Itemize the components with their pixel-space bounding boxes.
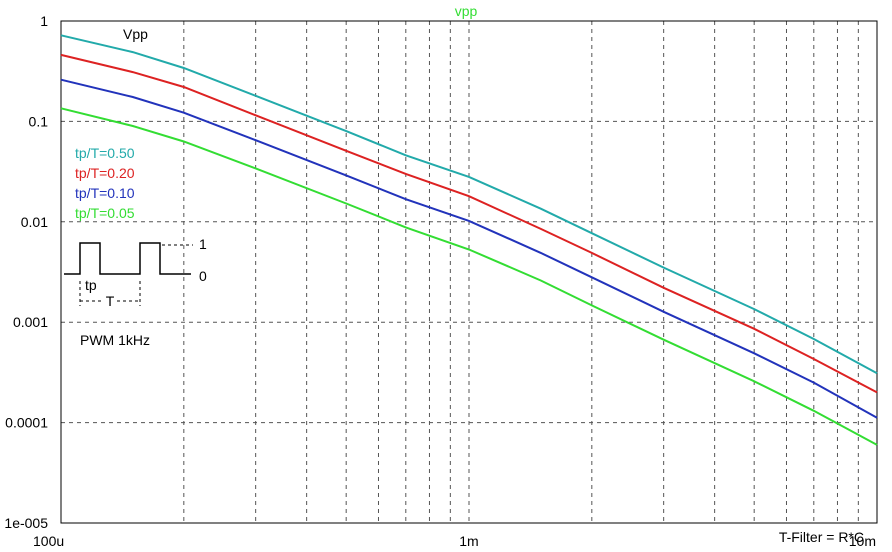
x-axis-label: T-Filter = R*C (779, 529, 864, 545)
tick-labels: 100u 1m 10m 1 0.1 0.01 0.001 0.0001 1e-005 (4, 13, 876, 549)
pulse-low-label: 0 (199, 268, 207, 284)
y-tick-label: 0.1 (29, 113, 49, 129)
pulse-high-label: 1 (199, 236, 207, 252)
y-tick-label: 0.01 (21, 214, 48, 230)
series-lines (60, 34, 878, 446)
series-line (60, 78, 878, 419)
y-tick-label: 1e-005 (4, 515, 48, 531)
series-line (60, 34, 878, 375)
pwm-frequency-label: PWM 1kHz (80, 332, 150, 348)
x-tick-label: 10m (849, 533, 876, 549)
pulse-width-label: tp (85, 277, 97, 293)
y-tick-label: 0.001 (13, 314, 48, 330)
chart-title: vpp (455, 3, 478, 19)
series-line (60, 53, 878, 394)
y-tick-label: 1 (40, 13, 48, 29)
y-axis-label: Vpp (123, 26, 148, 42)
legend-entry: tp/T=0.10 (75, 185, 135, 201)
pwm-diagram: 1 0 tp T PWM 1kHz (64, 236, 207, 348)
x-tick-label: 100u (33, 533, 64, 549)
legend-entry: tp/T=0.20 (75, 165, 135, 181)
y-tick-label: 0.0001 (5, 415, 48, 431)
grid (61, 21, 877, 523)
legend-entry: tp/T=0.50 (75, 145, 135, 161)
legend: tp/T=0.50 tp/T=0.20 tp/T=0.10 tp/T=0.05 (75, 145, 135, 221)
legend-entry: tp/T=0.05 (75, 205, 135, 221)
series-line (60, 107, 878, 446)
pwm-waveform (64, 242, 191, 275)
plot-frame (60, 20, 878, 524)
x-tick-label: 1m (459, 533, 478, 549)
period-label: T (106, 293, 115, 309)
